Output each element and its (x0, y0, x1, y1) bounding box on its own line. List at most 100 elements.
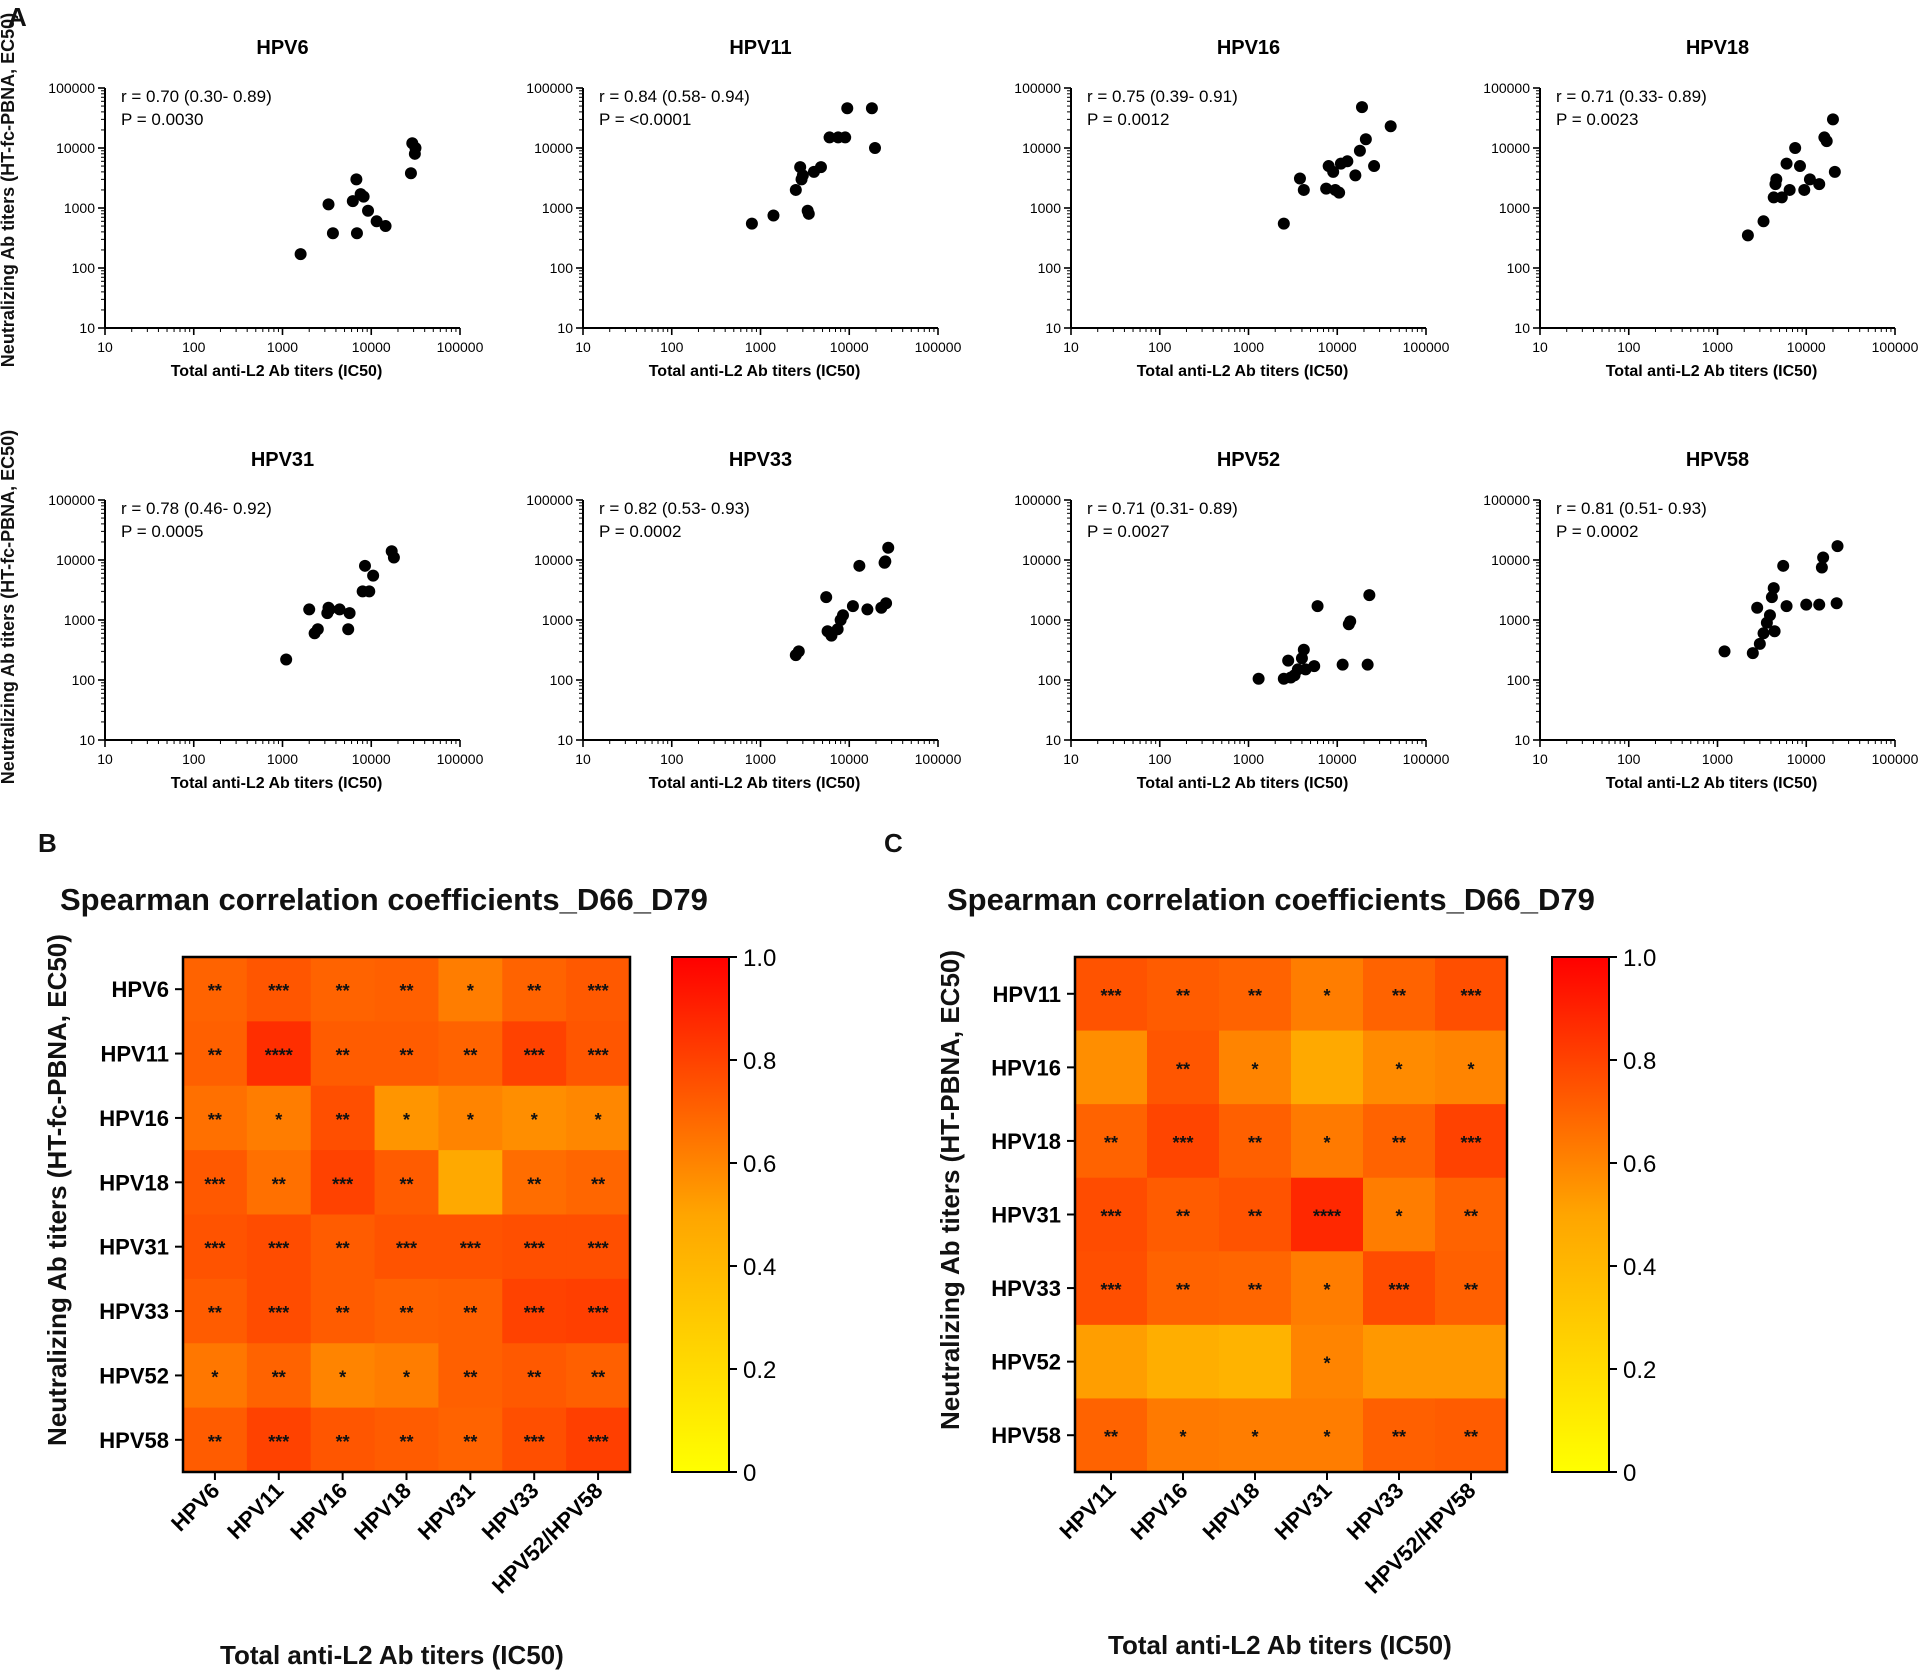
heatmap-cell (1147, 1030, 1220, 1105)
heatmap-cell (374, 1214, 439, 1280)
col-label: HPV52/HPV58 (487, 1478, 608, 1599)
significance-stars: *** (524, 1046, 545, 1066)
heatmap-cell (438, 1150, 503, 1215)
data-point (796, 169, 809, 182)
significance-stars: ** (336, 1110, 350, 1130)
x-tick-label: 10000 (1318, 751, 1357, 767)
heatmap-cell (246, 1085, 312, 1151)
heatmap-cell (438, 1278, 503, 1344)
significance-stars: * (1395, 1059, 1402, 1079)
significance-stars: ** (463, 1303, 477, 1323)
heatmap-cell (502, 1085, 567, 1151)
significance-stars: ** (336, 1046, 350, 1066)
colorbar-tick-label: 0.6 (1623, 1151, 1656, 1178)
data-point (836, 609, 849, 622)
row-label: HPV52 (99, 1363, 169, 1388)
heatmap-cell (183, 957, 248, 1022)
significance-stars: *** (1100, 986, 1121, 1006)
scatter-r-annotation: r = 0.71 (0.33- 0.89) (1556, 87, 1707, 106)
significance-stars: *** (524, 1432, 545, 1452)
heatmap-b-xlabel: Total anti-L2 Ab titers (IC50) (220, 1640, 564, 1670)
heatmap-cell (438, 1021, 503, 1087)
significance-stars: *** (204, 1174, 225, 1194)
significance-stars: ** (591, 1367, 605, 1387)
data-point (1753, 637, 1766, 650)
data-point (1830, 597, 1843, 610)
data-point (1297, 643, 1310, 656)
row-label: HPV52 (991, 1350, 1061, 1375)
data-point (1718, 645, 1731, 658)
heatmap-cell (1291, 1030, 1364, 1105)
heatmap-c-xlabel: Total anti-L2 Ab titers (IC50) (1108, 1630, 1452, 1660)
y-tick-label: 10000 (1491, 552, 1530, 568)
data-point (853, 559, 866, 572)
scatter-r-annotation: r = 0.78 (0.46- 0.92) (121, 499, 272, 518)
heatmap-cell (246, 1343, 312, 1409)
heatmap-cell (1435, 1177, 1508, 1252)
data-point (792, 645, 805, 658)
significance-stars: ** (1176, 1207, 1190, 1227)
significance-stars: ** (527, 1367, 541, 1387)
significance-stars: ** (1392, 1133, 1406, 1153)
heatmap-cell (1219, 1104, 1292, 1179)
heatmap-cell (1075, 957, 1148, 1032)
heatmap-cell (310, 1214, 376, 1280)
data-point (1767, 582, 1780, 595)
data-point (1780, 600, 1793, 613)
heatmap-cell (438, 1214, 503, 1280)
significance-stars: *** (396, 1239, 417, 1259)
x-tick-label: 10000 (1787, 339, 1826, 355)
row-label: HPV31 (991, 1203, 1061, 1228)
x-tick-label: 1000 (1702, 751, 1733, 767)
data-point (409, 142, 422, 154)
colorbar-tick-label: 0.8 (743, 1048, 776, 1075)
x-tick-label: 100000 (1403, 339, 1450, 355)
x-tick-label: 100 (1148, 751, 1172, 767)
data-point (303, 603, 316, 616)
x-tick-label: 100 (660, 751, 684, 767)
row-label: HPV6 (112, 977, 169, 1002)
heatmap-cell (502, 957, 567, 1022)
data-point (362, 204, 375, 217)
heatmap-cell (566, 1343, 631, 1409)
scatter-xlabel: Total anti-L2 Ab titers (IC50) (1137, 363, 1349, 380)
data-point (1768, 625, 1781, 638)
y-tick-label: 100000 (1483, 492, 1530, 508)
data-point (1826, 113, 1839, 126)
y-tick-label: 10000 (534, 552, 573, 568)
heatmap-cell (502, 1021, 567, 1087)
row-label: HPV16 (99, 1106, 169, 1131)
significance-stars: * (1467, 1059, 1474, 1079)
x-tick-label: 10 (97, 751, 113, 767)
heatmap-cell (438, 1085, 503, 1151)
significance-stars: ** (336, 981, 350, 1001)
data-point (745, 217, 758, 230)
colorbar-tick-label: 1.0 (1623, 945, 1656, 972)
data-point (865, 102, 878, 115)
heatmap-cell (1147, 957, 1220, 1032)
y-tick-label: 100000 (48, 492, 95, 508)
scatter-xlabel: Total anti-L2 Ab titers (IC50) (649, 775, 861, 792)
data-point (370, 215, 383, 228)
heatmap-cell (1219, 1030, 1292, 1105)
y-tick-label: 10 (1514, 320, 1530, 336)
significance-stars: ** (1248, 1280, 1262, 1300)
significance-stars: *** (1100, 1207, 1121, 1227)
significance-stars: ** (1104, 1427, 1118, 1447)
heatmap-cell (1291, 1251, 1364, 1326)
significance-stars: * (403, 1110, 410, 1130)
data-point (1803, 173, 1816, 186)
colorbar: 0 0.2 0.4 0.6 0.8 1.0 (1551, 945, 1656, 1487)
heatmap-cell (310, 957, 376, 1022)
heatmap-cell (1075, 1030, 1148, 1105)
significance-stars: *** (588, 1239, 609, 1259)
x-tick-label: 100 (1617, 751, 1641, 767)
x-tick-label: 100000 (1403, 751, 1450, 767)
heatmap-cell (1363, 1251, 1436, 1326)
data-point (333, 603, 346, 616)
data-point (1297, 183, 1310, 196)
col-label: HPV31 (1270, 1478, 1337, 1545)
data-point (1763, 609, 1776, 622)
data-point (802, 207, 815, 220)
